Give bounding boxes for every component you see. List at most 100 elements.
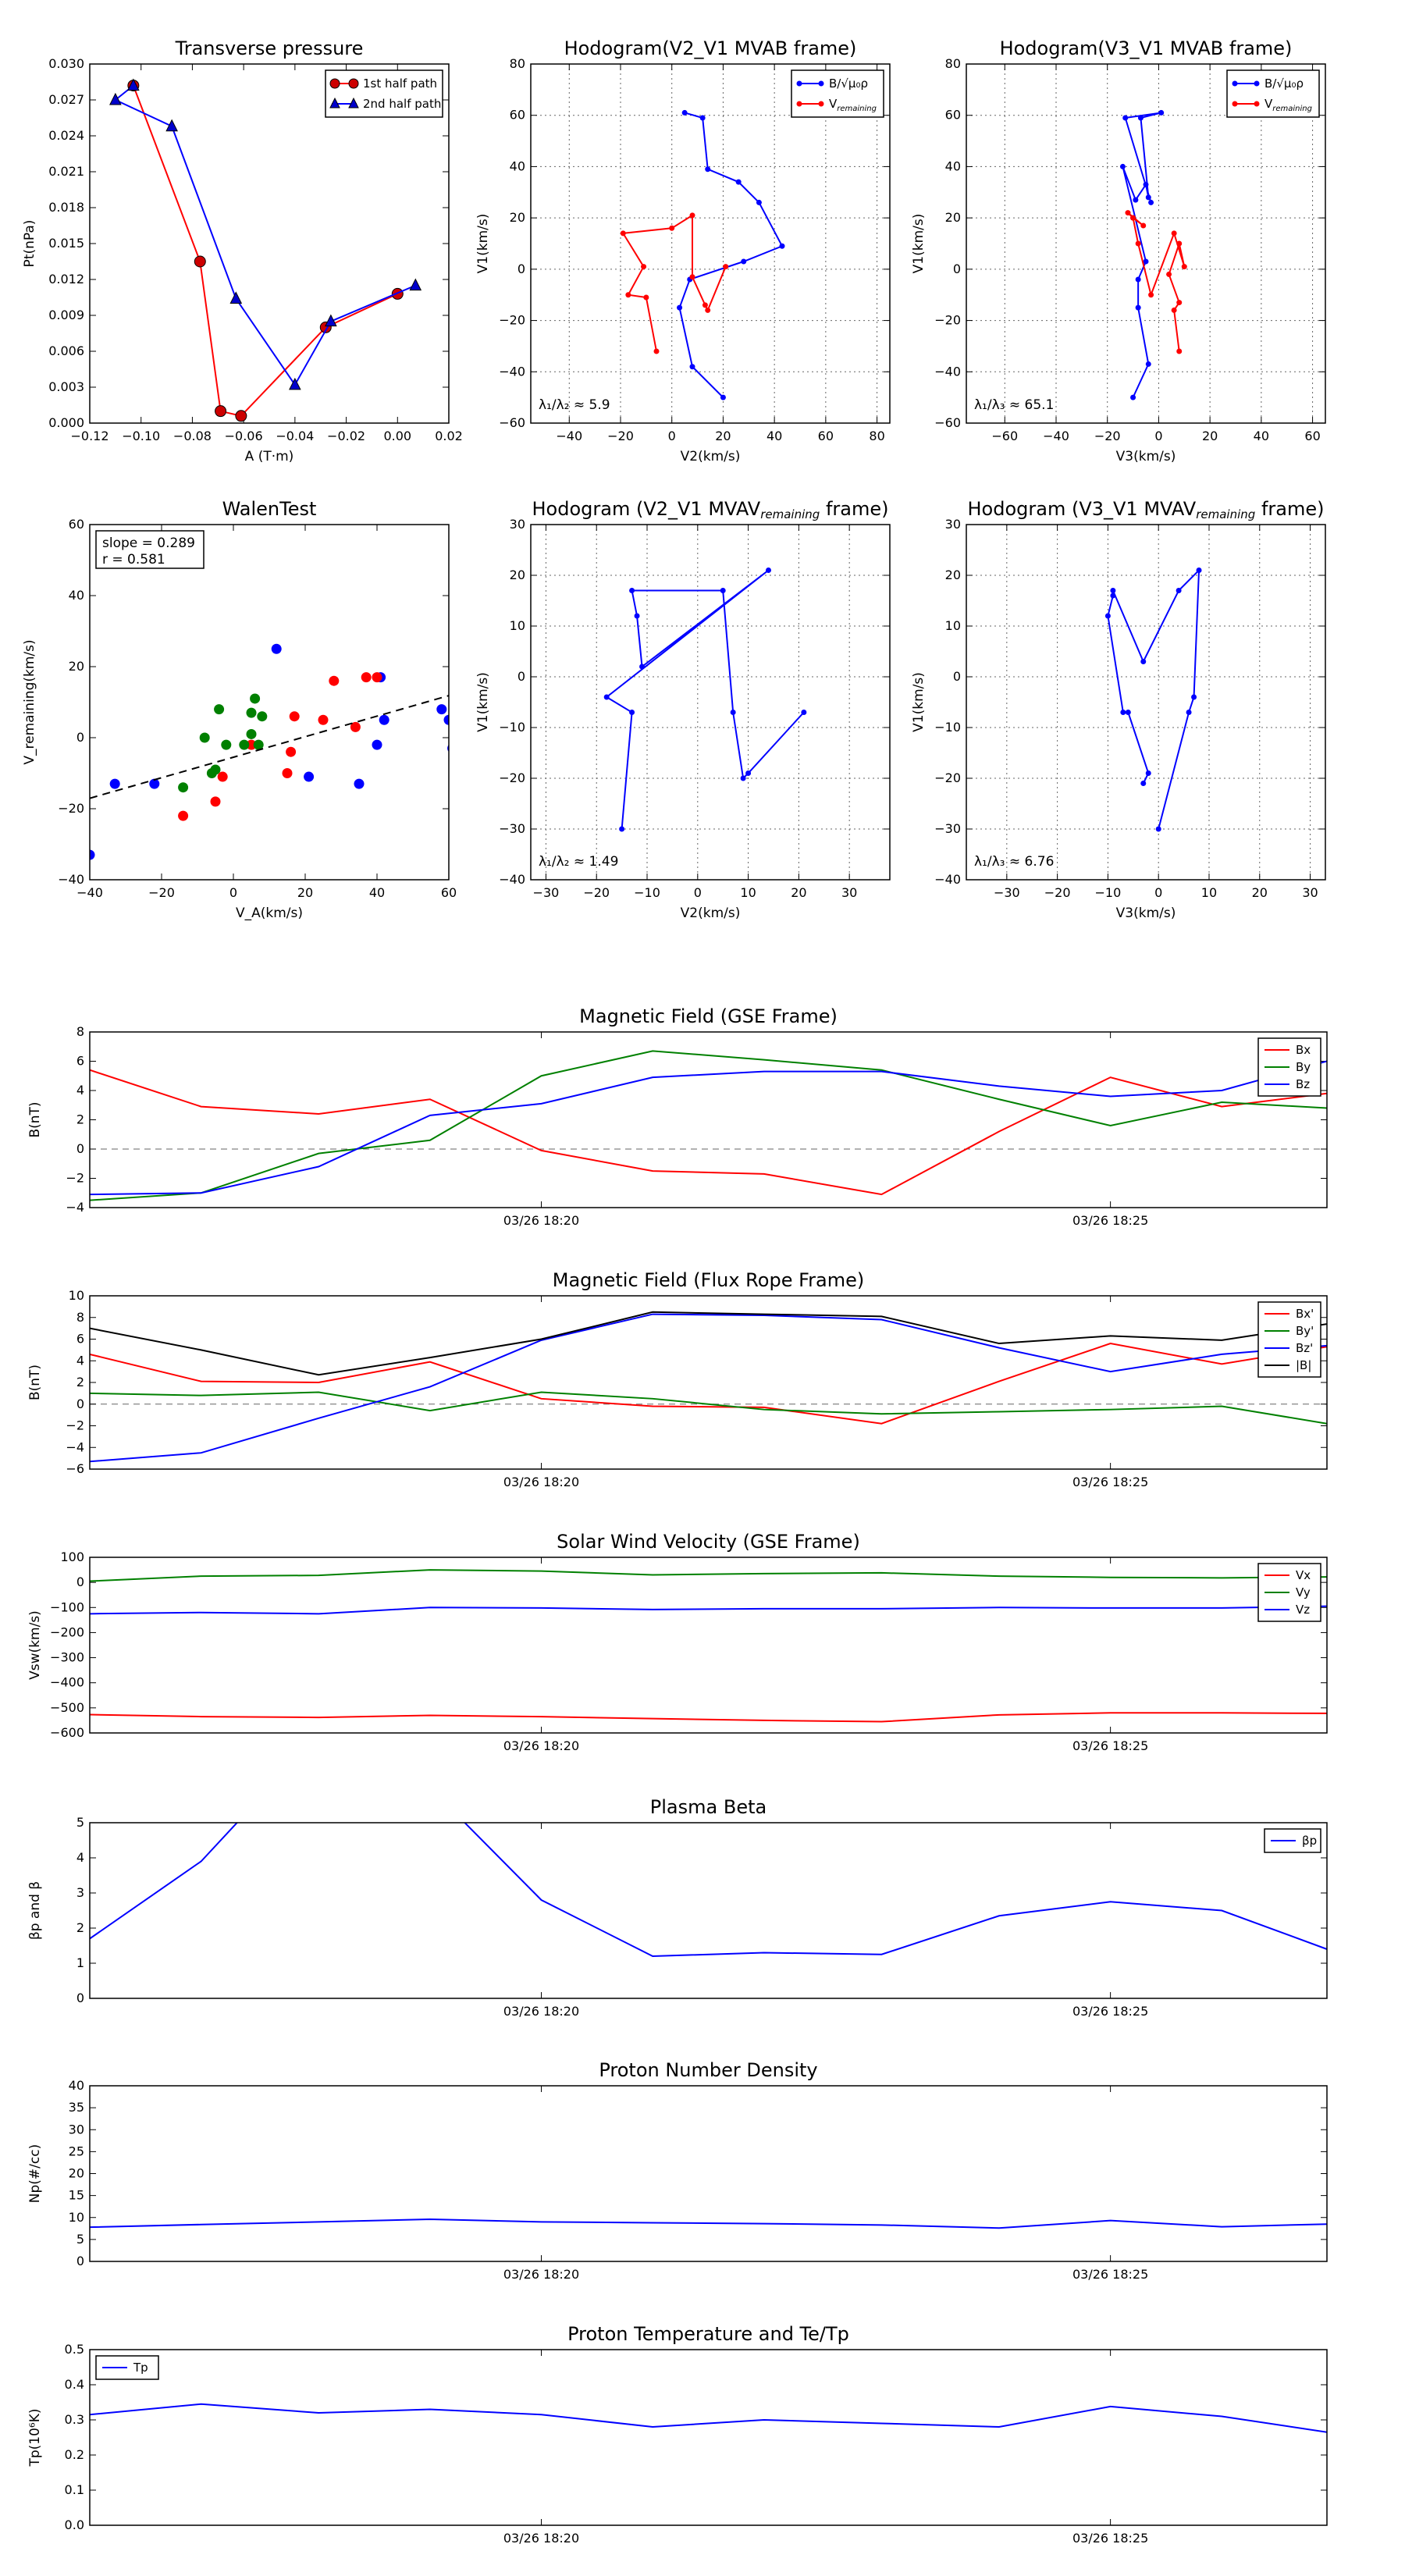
chart-magnetic-field-gse: 03/26 18:20 03/26 18:25 −4 −2 0 2 4 6 8 Magnetic … (27, 1005, 1328, 1228)
y-tick-label: −2 (66, 1171, 84, 1186)
chart-title: Proton Temperature and Te/Tp (567, 2323, 849, 2345)
y-tick-label: −300 (50, 1650, 84, 1665)
data-point (689, 212, 695, 219)
legend-item: 2nd half path (329, 97, 441, 111)
legend-item: By' (1264, 1324, 1314, 1338)
x-tick-label: 60 (818, 429, 834, 443)
y-tick-label: 8 (76, 1310, 84, 1325)
chart-walen-test: −40 −20 0 20 40 60 −40 −20 0 20 40 60 WalenTest V_A(k… (22, 498, 457, 921)
data-point (1130, 394, 1136, 400)
chart-hodogram-v2-v1-mvav: −30 −20 −10 0 10 20 30 −40 −30 −20 −10 0 10 20 30 Hodog… (475, 498, 891, 921)
y-tick-label: 0.1 (65, 2482, 84, 2497)
legend-label: By' (1296, 1324, 1314, 1338)
series-line (90, 1060, 1327, 1196)
x-tick-label: −0.08 (173, 429, 212, 443)
x-tick-label: 20 (791, 885, 806, 900)
series-vy (90, 1569, 1327, 1582)
series-line (621, 214, 727, 352)
y-axis-label: V_remaining(km/s) (22, 639, 37, 764)
y-tick-label: −20 (934, 770, 961, 785)
chart-title: Plasma Beta (650, 1796, 767, 1818)
axes-frame (89, 2085, 1328, 2262)
plot-area (90, 1311, 1327, 1463)
y-tick-label: −200 (50, 1624, 84, 1639)
legend-item: B/√μ₀ρ (796, 76, 868, 91)
axes-frame (89, 1031, 1328, 1208)
series-2ndhalfpath (109, 78, 422, 390)
y-tick-label: 80 (510, 56, 525, 71)
data-point (1135, 304, 1141, 311)
y-tick-label: 40 (69, 588, 84, 603)
x-tick-label: −60 (991, 429, 1018, 443)
y-tick-label: 0.018 (48, 200, 84, 215)
scatter-point (210, 796, 221, 807)
title-subscript: remaining (1196, 507, 1255, 521)
data-point (1145, 770, 1151, 776)
legend-item: Bx (1264, 1043, 1311, 1057)
x-tick-label: 40 (369, 885, 385, 900)
legend-label: B/√μ₀ρ (829, 76, 868, 91)
y-tick-label: 10 (945, 618, 961, 633)
x-tick-label: −0.10 (122, 429, 160, 443)
data-point (1143, 258, 1149, 265)
y-tick-label: 5 (76, 2232, 84, 2247)
legend-box (1226, 69, 1320, 118)
data-point (699, 115, 706, 121)
data-point (634, 613, 640, 619)
y-tick-label: −40 (934, 364, 961, 379)
legend-marker (329, 97, 340, 109)
x-tick-label: 03/26 18:20 (503, 1213, 579, 1228)
data-point (325, 314, 337, 327)
x-axis-label: V2(km/s) (681, 906, 741, 921)
data-point (1130, 215, 1136, 221)
legend-marker (348, 78, 359, 89)
y-tick-label: 4 (76, 1353, 84, 1368)
x-tick-label: 40 (1254, 429, 1269, 443)
x-tick-label: −10 (634, 885, 660, 900)
chart-title: Magnetic Field (GSE Frame) (579, 1005, 838, 1027)
x-tick-label: −20 (1044, 885, 1071, 900)
data-point (1140, 659, 1147, 664)
scatter-point (372, 672, 382, 683)
data-point (1186, 710, 1192, 715)
legend-label: B/√μ₀ρ (1264, 76, 1304, 91)
series-line (90, 1605, 1327, 1615)
y-tick-label: 0 (953, 669, 961, 684)
legend-label: Vz (1296, 1603, 1310, 1617)
scatter-point (289, 711, 300, 722)
x-tick-label: 03/26 18:25 (1072, 1213, 1148, 1228)
annotation-box (95, 530, 205, 569)
data-point (705, 166, 711, 173)
legend-name: Vx (1296, 1568, 1311, 1582)
data-point (1145, 194, 1151, 201)
legend-box (325, 69, 443, 118)
series-tp (90, 2403, 1327, 2433)
legend-marker (1254, 101, 1260, 107)
data-point (1110, 588, 1116, 593)
y-axis-label: V1(km/s) (911, 672, 927, 732)
data-point (1133, 197, 1139, 203)
scatter-point (214, 704, 225, 715)
scatter-point (246, 707, 257, 718)
y-tick-label: 40 (945, 158, 961, 173)
legend-item: Bx' (1264, 1307, 1314, 1321)
plot-area (109, 78, 422, 422)
data-point (1148, 292, 1154, 298)
title-main: Hodogram (V2_V1 MVAV (532, 498, 761, 520)
series-s0 (1104, 568, 1202, 832)
scatter-point (329, 675, 340, 686)
title-tail: frame) (820, 498, 888, 520)
y-tick-label: 3 (76, 1885, 84, 1900)
y-tick-label: 15 (69, 2188, 84, 2203)
data-point (1148, 199, 1154, 205)
x-tick-label: 03/26 18:20 (503, 2531, 579, 2546)
x-tick-label: −20 (607, 429, 634, 443)
y-tick-label: −30 (499, 821, 525, 836)
chart-proton-number-density: 03/26 18:20 03/26 18:25 0 5 10 15 20 25 30 35 40 Pr… (27, 2059, 1328, 2282)
chart-title: Transverse pressure (175, 37, 364, 59)
y-tick-label: 10 (69, 2210, 84, 2225)
y-tick-label: 20 (510, 210, 525, 225)
data-point (619, 826, 625, 832)
y-tick-label: 0 (76, 1991, 84, 2005)
